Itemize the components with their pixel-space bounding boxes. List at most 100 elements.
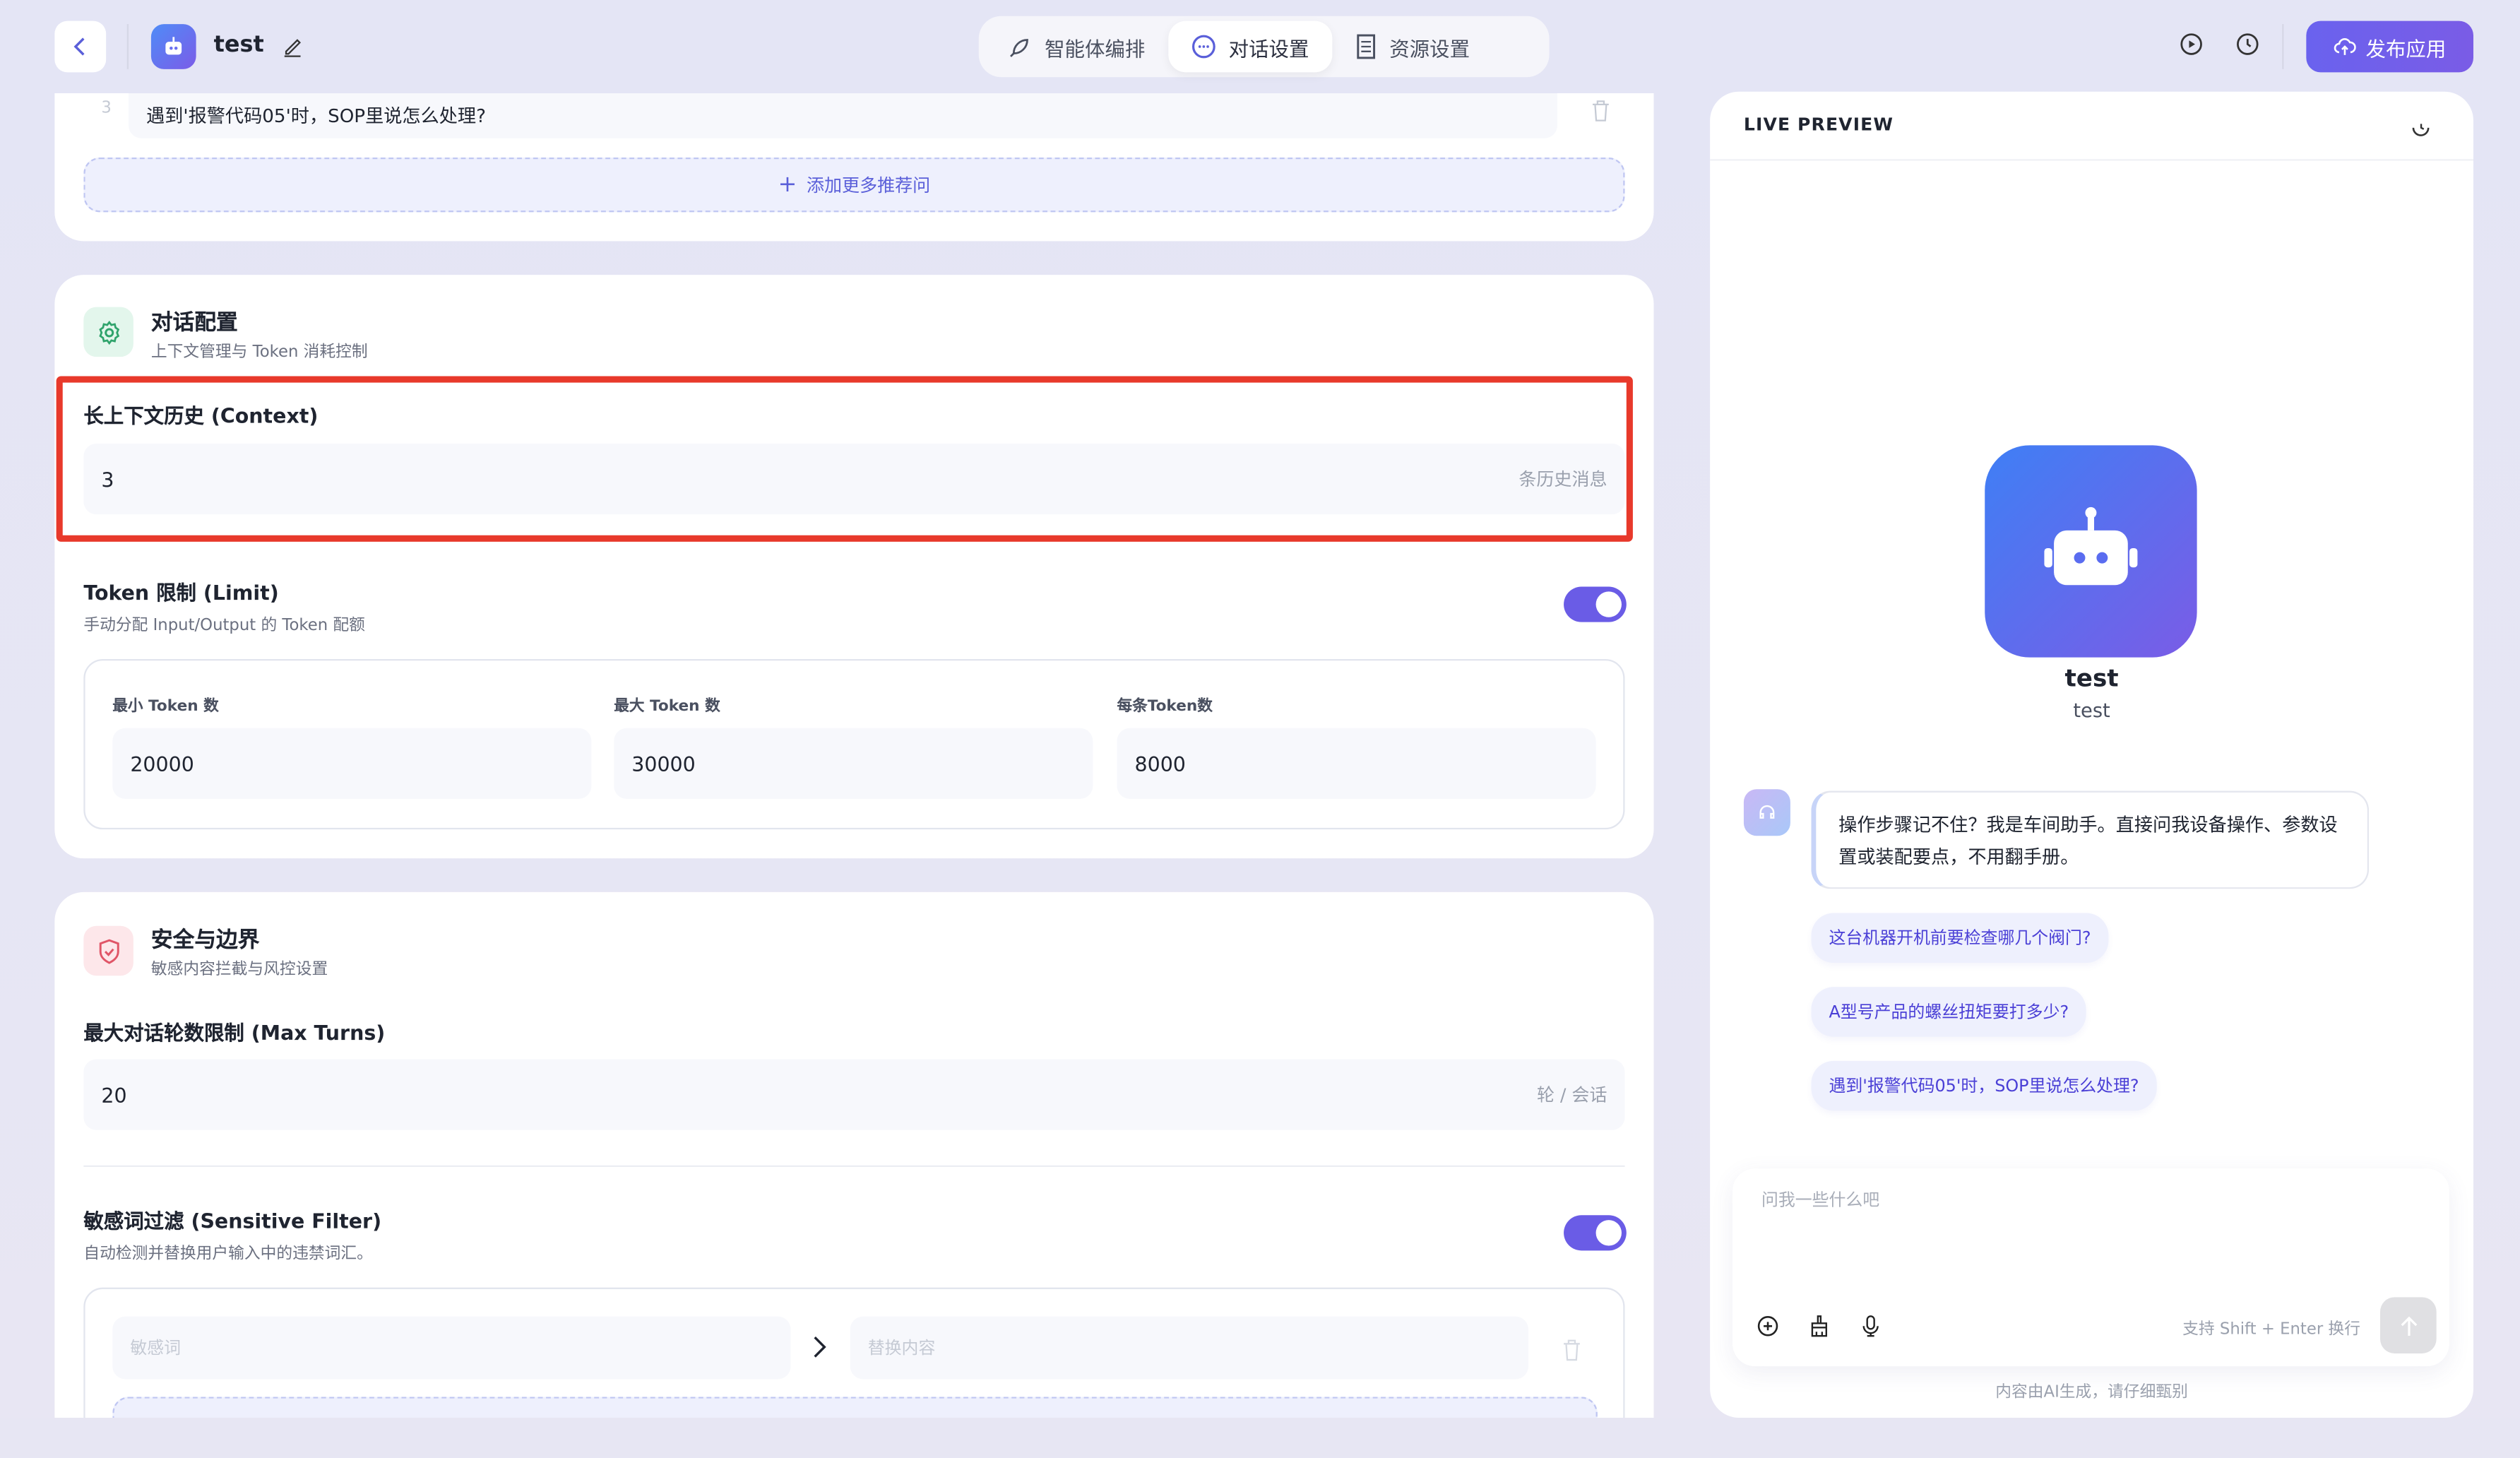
delete-suggestion-button[interactable] (1591, 98, 1610, 129)
suggestion-input-3[interactable]: 遇到'报警代码05'时，SOP里说怎么处理? (129, 93, 1557, 138)
sensitive-filter-label: 敏感词过滤 (Sensitive Filter) (83, 1209, 382, 1233)
chip-label: 这台机器开机前要检查哪几个阀门? (1829, 929, 2091, 949)
suggested-question-chip[interactable]: A型号产品的螺丝扭矩要打多少? (1811, 987, 2087, 1037)
sensitive-word-placeholder: 敏感词 (130, 1339, 181, 1358)
arrow-up-icon (2400, 1315, 2417, 1335)
publish-label: 发布应用 (2365, 36, 2447, 61)
bottom-fade (0, 1417, 2520, 1458)
filter-rules-box: 敏感词 替换内容 (83, 1287, 1625, 1423)
document-icon (1356, 34, 1374, 59)
headset-icon (1759, 805, 1775, 819)
max-token-value: 30000 (631, 751, 696, 776)
chat-input-box: 问我一些什么吧 支持 Shift + Enter 换行 (1732, 1168, 2449, 1367)
tab-agent-orchestration[interactable]: 智能体编排 (985, 21, 1167, 73)
plus-icon: + (778, 172, 797, 198)
arrow-right-icon (812, 1334, 828, 1367)
replace-input[interactable]: 替换内容 (850, 1316, 1529, 1380)
shield-icon (98, 938, 119, 964)
history-button[interactable] (2235, 32, 2259, 63)
max-turns-input[interactable]: 20 轮 / 会话 (83, 1059, 1625, 1130)
preview-title: LIVE PREVIEW (1743, 114, 1894, 136)
broom-icon (1811, 1315, 1828, 1337)
per-token-input[interactable]: 8000 (1117, 728, 1596, 799)
tab-label: 资源设置 (1389, 36, 1470, 61)
app-name: test (213, 32, 264, 58)
gear-icon (98, 319, 119, 344)
tab-dialog-settings[interactable]: 对话设置 (1167, 20, 1332, 73)
app-avatar (150, 24, 196, 69)
context-label: 长上下文历史 (Context) (83, 403, 319, 428)
newline-hint: 支持 Shift + Enter 换行 (2182, 1321, 2360, 1339)
chip-label: A型号产品的螺丝扭矩要打多少? (1829, 1002, 2069, 1023)
tab-resource-settings[interactable]: 资源设置 (1331, 21, 1492, 73)
bot-avatar-large (1985, 445, 2197, 658)
chevron-left-icon (73, 37, 85, 56)
greeting-bubble: 操作步骤记不住？我是车间助手。直接问我设备操作、参数设置或装配要点，不用翻手册。 (1811, 790, 2370, 889)
reset-preview-button[interactable] (2411, 114, 2432, 145)
attach-button[interactable] (1757, 1313, 1779, 1344)
chat-icon (1191, 35, 1215, 59)
chat-input[interactable]: 问我一些什么吧 (1761, 1188, 2420, 1285)
context-value: 3 (101, 467, 114, 492)
section-subtitle: 上下文管理与 Token 消耗控制 (150, 343, 368, 362)
min-token-label: 最小 Token 数 (112, 697, 219, 716)
sensitive-word-input[interactable]: 敏感词 (112, 1316, 791, 1380)
rocket-icon (1010, 37, 1028, 57)
cloud-upload-icon (2334, 38, 2356, 55)
microphone-icon (1862, 1315, 1879, 1337)
section-subtitle: 敏感内容拦截与风控设置 (150, 961, 328, 979)
bot-name: test (2064, 663, 2119, 693)
token-fields-box: 最小 Token 数 20000 最大 Token 数 30000 每条Toke… (83, 658, 1625, 830)
ai-disclaimer: 内容由AI生成，请仔细甄别 (1995, 1384, 2188, 1402)
suggestion-text: 遇到'报警代码05'时，SOP里说怎么处理? (146, 104, 487, 127)
context-suffix: 条历史消息 (1518, 469, 1607, 491)
suggested-question-chip[interactable]: 这台机器开机前要检查哪几个阀门? (1811, 913, 2109, 964)
suggestions-card: 3 遇到'报警代码05'时，SOP里说怎么处理? + 添加更多推荐问 (54, 93, 1654, 242)
dialog-config-card: 对话配置 上下文管理与 Token 消耗控制 长上下文历史 (Context) … (54, 275, 1654, 859)
robot-icon (2044, 506, 2138, 586)
run-button[interactable] (2180, 32, 2204, 63)
sensitive-filter-toggle[interactable] (1564, 1215, 1627, 1251)
replace-placeholder: 替换内容 (867, 1339, 936, 1358)
per-token-value: 8000 (1134, 751, 1186, 776)
send-button[interactable] (2380, 1297, 2437, 1353)
plus-circle-icon (1757, 1316, 1778, 1336)
greeting-text: 操作步骤记不住？我是车间助手。直接问我设备操作、参数设置或装配要点，不用翻手册。 (1838, 813, 2338, 868)
play-circle-icon (2180, 33, 2202, 55)
context-highlight-box (56, 376, 1633, 542)
chat-input-placeholder: 问我一些什么吧 (1761, 1191, 1880, 1211)
token-limit-sub: 手动分配 Input/Output 的 Token 配额 (83, 617, 365, 635)
token-limit-toggle[interactable] (1564, 586, 1627, 622)
publish-button[interactable]: 发布应用 (2306, 20, 2473, 73)
max-turns-label: 最大对话轮数限制 (Max Turns) (83, 1020, 386, 1045)
min-token-input[interactable]: 20000 (112, 728, 592, 799)
chip-label: 遇到'报警代码05'时，SOP里说怎么处理? (1829, 1077, 2139, 1096)
max-turns-suffix: 轮 / 会话 (1537, 1084, 1607, 1106)
divider (2282, 24, 2284, 69)
main-tabs: 智能体编排 对话设置 资源设置 (978, 16, 1550, 78)
section-title: 安全与边界 (150, 927, 260, 954)
divider (126, 24, 129, 69)
min-token-value: 20000 (130, 751, 194, 776)
max-turns-value: 20 (101, 1082, 127, 1107)
add-suggestion-label: 添加更多推荐问 (806, 175, 931, 196)
section-title: 对话配置 (150, 310, 238, 336)
token-limit-label: Token 限制 (Limit) (83, 580, 279, 605)
divider (1710, 159, 2473, 161)
trash-icon (1593, 100, 1609, 122)
back-button[interactable] (54, 20, 107, 73)
pencil-icon (284, 39, 301, 57)
add-suggestion-button[interactable]: + 添加更多推荐问 (83, 157, 1625, 213)
divider (83, 1165, 1625, 1168)
edit-name-button[interactable] (281, 34, 304, 64)
safety-card: 安全与边界 敏感内容拦截与风控设置 最大对话轮数限制 (Max Turns) 2… (54, 891, 1654, 1423)
trash-icon (1564, 1339, 1580, 1361)
max-token-input[interactable]: 30000 (614, 728, 1093, 799)
suggested-question-chip[interactable]: 遇到'报警代码05'时，SOP里说怎么处理? (1811, 1060, 2157, 1111)
tab-label: 对话设置 (1228, 36, 1309, 61)
context-input[interactable]: 3 条历史消息 (83, 444, 1625, 515)
clear-button[interactable] (1808, 1313, 1831, 1344)
voice-button[interactable] (1860, 1313, 1882, 1344)
refresh-icon (2412, 124, 2430, 136)
delete-rule-button[interactable] (1562, 1337, 1581, 1368)
